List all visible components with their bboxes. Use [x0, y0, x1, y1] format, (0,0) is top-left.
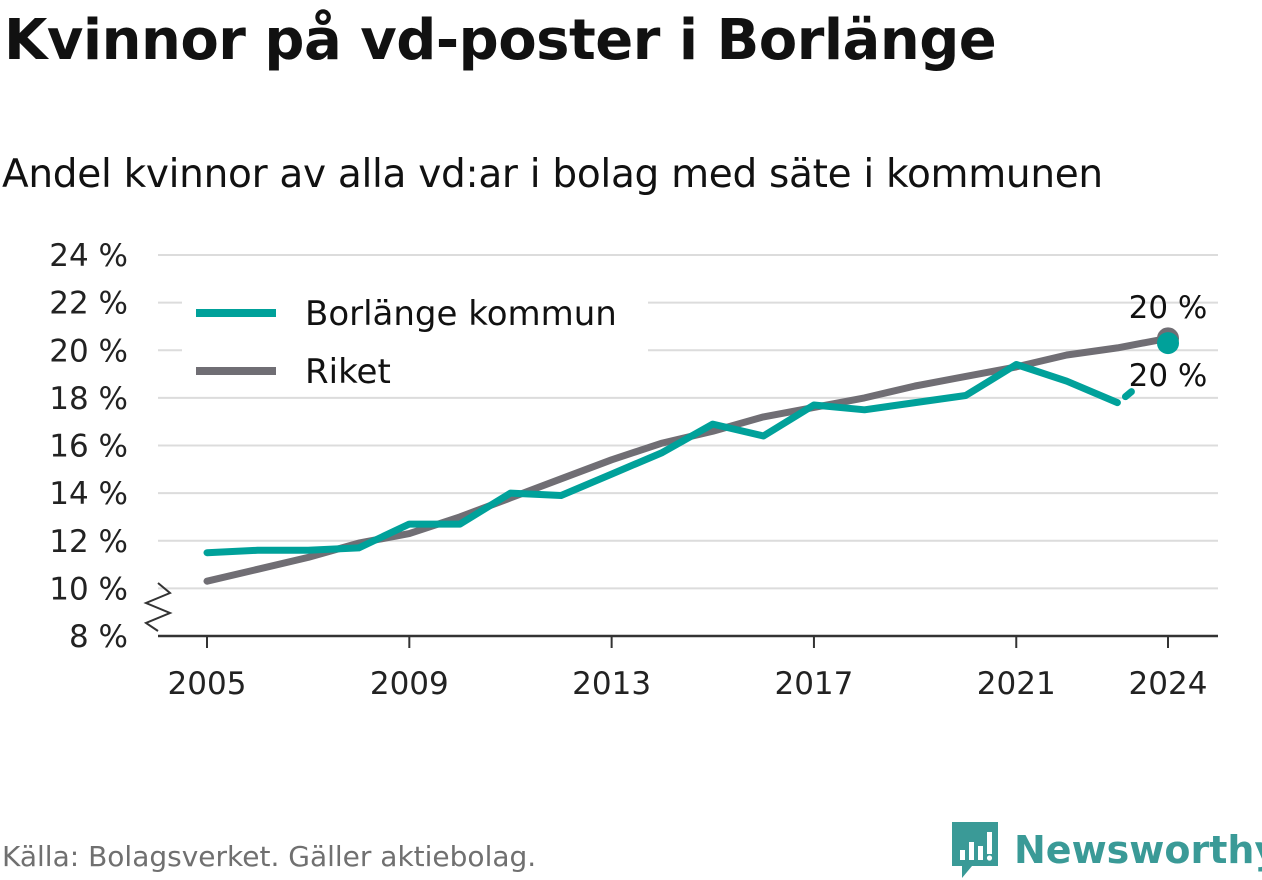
y-tick-label: 8 %	[69, 619, 128, 655]
series-lines	[203, 327, 1179, 585]
x-tick-label: 2021	[977, 666, 1056, 702]
y-tick-label: 24 %	[49, 238, 128, 274]
series-line-borlange-tail	[1121, 388, 1135, 401]
y-tick-label: 16 %	[49, 429, 128, 465]
end-label-riket: 20 %	[1129, 290, 1208, 326]
chart-title: Kvinnor på vd-poster i Borlänge	[4, 8, 997, 73]
x-tick-label: 2005	[168, 666, 247, 702]
x-tick-label: 2009	[370, 666, 449, 702]
end-label-borlange: 20 %	[1129, 358, 1208, 394]
legend: Borlänge kommun Riket	[182, 284, 648, 396]
series-line-borlange	[203, 361, 1121, 557]
x-tick-label: 2013	[572, 666, 651, 702]
x-axis-ticks: 2005 2009 2013 2017 2021 2024	[168, 636, 1208, 702]
y-axis-ticks: 8 % 10 % 12 % 14 % 16 % 18 % 20 % 22 % 24 %	[49, 238, 173, 655]
x-tick-label: 2024	[1129, 666, 1208, 702]
y-tick-label: 14 %	[49, 476, 128, 512]
y-tick-label: 22 %	[49, 286, 128, 322]
x-tick-label: 2017	[774, 666, 853, 702]
y-tick-label: 20 %	[49, 333, 128, 369]
legend-background	[182, 284, 648, 396]
axis-break-icon	[143, 582, 173, 632]
legend-label: Borlänge kommun	[305, 294, 617, 334]
end-labels: 20 % 20 %	[1129, 290, 1208, 394]
end-point-borlange	[1157, 332, 1179, 355]
source-note: Källa: Bolagsverket. Gäller aktiebolag.	[2, 840, 537, 873]
chart-subtitle: Andel kvinnor av alla vd:ar i bolag med …	[2, 152, 1103, 197]
brand-logo: Newsworthy	[950, 820, 1262, 880]
y-tick-label: 18 %	[49, 381, 128, 417]
brand-name: Newsworthy	[1014, 828, 1262, 872]
y-tick-label: 12 %	[49, 524, 128, 560]
y-tick-label: 10 %	[49, 571, 128, 607]
newsworthy-logo-icon	[952, 822, 998, 878]
legend-label: Riket	[305, 352, 391, 392]
